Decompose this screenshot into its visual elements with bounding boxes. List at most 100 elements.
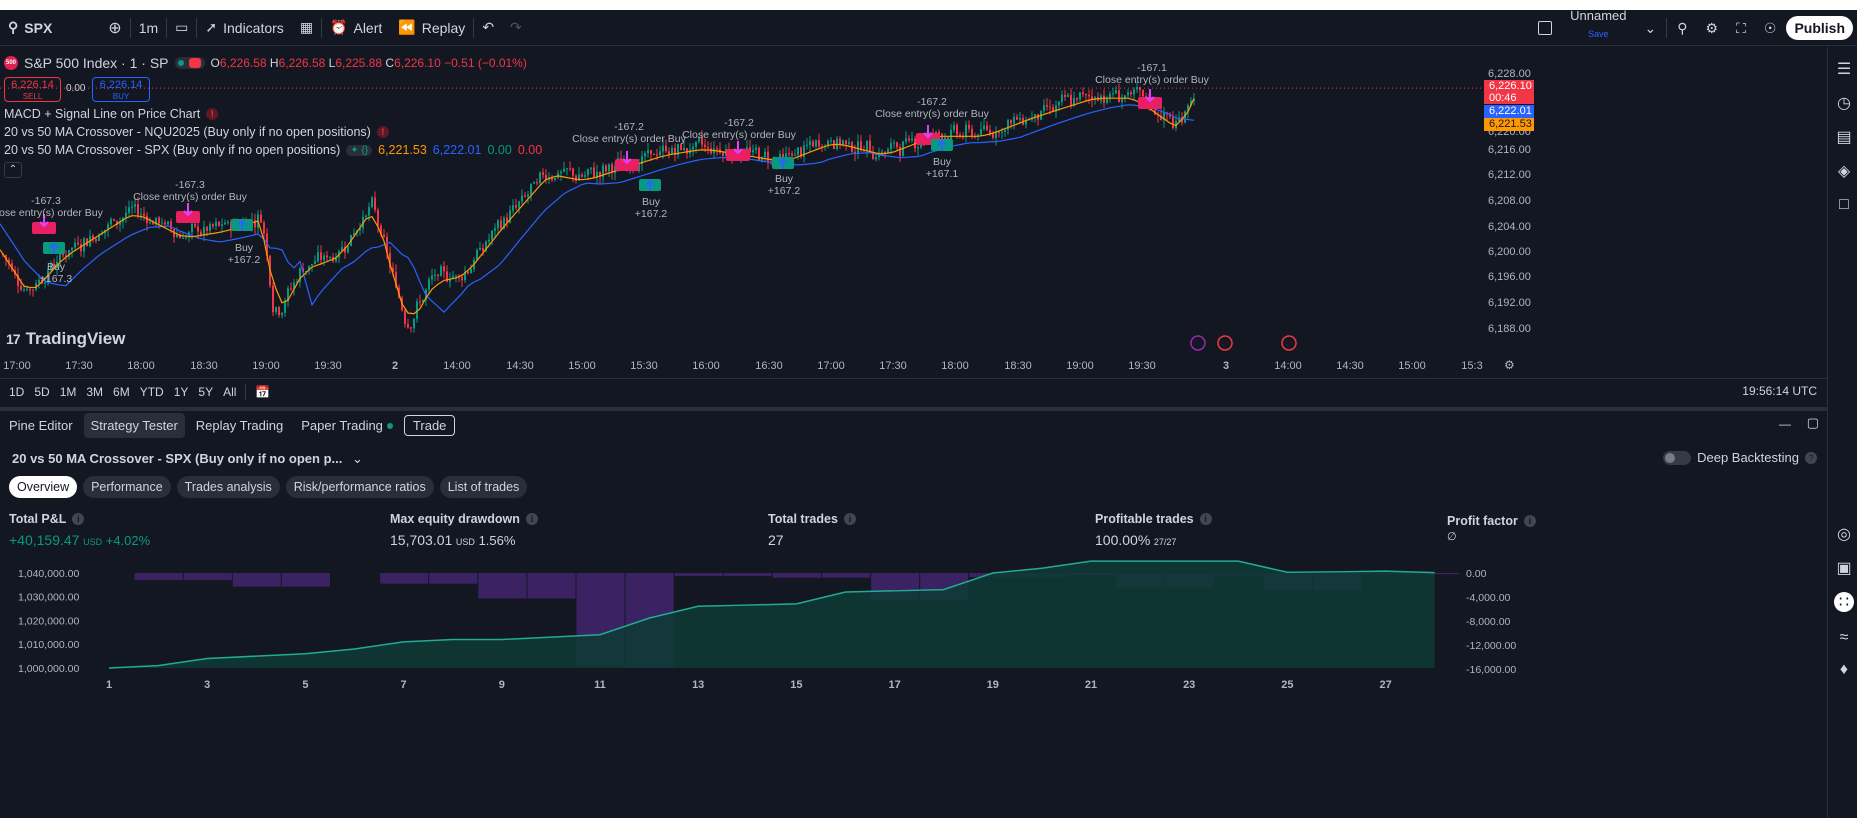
symbol-search[interactable]: ⚲ SPX	[0, 10, 60, 46]
tab-pine-editor[interactable]: Pine Editor	[9, 417, 73, 433]
range-6m[interactable]: 6M	[113, 384, 130, 399]
indicator-legend-macd[interactable]: MACD + Signal Line on Price Chart !	[4, 107, 219, 121]
target-icon[interactable]: ◎	[1837, 526, 1851, 543]
redo-button[interactable]: ↷	[502, 10, 530, 46]
undo-button[interactable]: ↶	[474, 10, 502, 46]
time-axis-label: 19:00	[252, 360, 280, 372]
indicators-button[interactable]: ➚ Indicators	[197, 10, 291, 46]
warning-icon[interactable]: !	[376, 126, 389, 138]
calendar-icon[interactable]: ▣	[1836, 560, 1852, 577]
compare-button[interactable]: ⊕	[100, 10, 129, 46]
exit-arrow-icon	[733, 141, 743, 155]
equity-chart[interactable]: 1,040,000.00 1,030,000.00 1,020,000.00 1,01…	[0, 550, 1540, 690]
layers-icon[interactable]: ◈	[1837, 163, 1851, 180]
range-1y[interactable]: 1Y	[173, 384, 189, 399]
alert-button[interactable]: ⏰ Alert	[322, 10, 390, 46]
price-axis-label: 6,192.00	[1488, 297, 1531, 309]
range-bar: 1D 5D 1M 3M 6M YTD 1Y 5Y All 📅 19:56:14 …	[0, 378, 1827, 404]
indicator-legend-spx[interactable]: 20 vs 50 MA Crossover - SPX (Buy only if…	[4, 143, 542, 157]
subtab-trades-analysis[interactable]: Trades analysis	[176, 476, 280, 498]
candle-body	[611, 164, 613, 173]
trade-annotation: -167.2 Close entry(s) order Buy	[875, 96, 989, 120]
candle-body	[284, 301, 286, 313]
info-icon[interactable]: i	[72, 513, 85, 525]
sell-marker	[726, 149, 750, 161]
time-axis-label: 3	[1222, 360, 1230, 372]
buy-button[interactable]: 6,226.14 BUY	[92, 77, 150, 102]
metric-total-trades: Total trades i 27	[768, 512, 856, 548]
chat-icon[interactable]: □	[1839, 196, 1849, 213]
candle-body	[371, 197, 373, 208]
notifications-bell-icon[interactable]: ♦	[1839, 661, 1849, 678]
time-axis-settings-icon[interactable]: ⚙	[1504, 358, 1515, 372]
sell-button[interactable]: 6,226.14 SELL	[4, 77, 61, 102]
publish-button[interactable]: Publish	[1786, 16, 1853, 40]
info-icon[interactable]: i	[843, 513, 856, 525]
candle-body	[287, 288, 289, 302]
templates-button[interactable]: ▦	[292, 10, 321, 46]
candle-body	[335, 257, 337, 262]
x-axis-label: 23	[1183, 679, 1195, 690]
settings-button[interactable]: ⚙	[1698, 10, 1727, 46]
news-icon[interactable]: ▤	[1836, 129, 1852, 146]
layout-dropdown[interactable]: ⌄	[1637, 10, 1665, 46]
range-1m[interactable]: 1M	[59, 384, 77, 399]
tab-replay-trading[interactable]: Replay Trading	[195, 417, 284, 433]
info-icon[interactable]: i	[525, 513, 538, 525]
replay-button[interactable]: ⏪ Replay	[390, 10, 473, 46]
candle-body	[593, 167, 595, 178]
indicator-legend-nq[interactable]: 20 vs 50 MA Crossover - NQU2025 (Buy onl…	[4, 125, 389, 139]
tab-strategy-tester[interactable]: Strategy Tester	[83, 412, 185, 438]
candle-body	[1073, 97, 1075, 106]
subtab-performance[interactable]: Performance	[83, 476, 171, 498]
divider	[129, 17, 131, 38]
help-icon[interactable]: ?	[1805, 451, 1817, 464]
range-3m[interactable]: 3M	[86, 384, 104, 399]
candle-body	[1025, 120, 1027, 125]
time-axis-label: 18:00	[941, 360, 969, 372]
snapshot-button[interactable]: ☉	[1756, 10, 1785, 46]
candle-body	[476, 249, 478, 260]
sell-price: 6,226.14	[11, 79, 54, 91]
minimize-panel-icon[interactable]: —	[1779, 417, 1791, 431]
layout-button[interactable]	[1530, 10, 1560, 46]
watchlist-icon[interactable]: ☰	[1836, 61, 1852, 78]
deep-backtesting-toggle[interactable]	[1663, 450, 1692, 465]
strategy-selector[interactable]: 20 vs 50 MA Crossover - SPX (Buy only if…	[12, 451, 363, 467]
candle-body	[395, 271, 397, 288]
range-ytd[interactable]: YTD	[139, 384, 164, 399]
info-icon[interactable]: i	[1523, 515, 1536, 527]
candle-body	[374, 197, 376, 211]
subtab-overview[interactable]: Overview	[9, 476, 78, 498]
exit-arrow-icon	[923, 125, 933, 139]
subtab-list-of-trades[interactable]: List of trades	[439, 476, 528, 498]
range-all[interactable]: All	[223, 384, 237, 399]
range-5y[interactable]: 5Y	[198, 384, 214, 399]
go-to-date-button[interactable]: 📅	[250, 385, 275, 399]
price-chart-canvas[interactable]	[0, 47, 1827, 402]
candle-body	[491, 230, 493, 240]
warning-icon[interactable]: !	[206, 108, 219, 120]
tab-paper-trading[interactable]: Paper Trading	[294, 413, 400, 438]
alerts-clock-icon[interactable]: ◷	[1837, 95, 1851, 112]
candle-body	[392, 267, 394, 272]
quick-search-button[interactable]: ⚲	[1669, 10, 1695, 46]
interval-button[interactable]: 1m	[138, 19, 159, 36]
timezone-clock[interactable]: 19:56:14 UTC	[1742, 384, 1817, 398]
chart-pane[interactable]: 500 S&P 500 Index · 1 · SP O6,226.58 H6,…	[0, 47, 1827, 402]
subtab-risk-ratios[interactable]: Risk/performance ratios	[285, 476, 434, 498]
symbol-title[interactable]: S&P 500 Index · 1 · SP	[24, 55, 169, 71]
collapse-legend-button[interactable]: ⌃	[4, 162, 22, 178]
strategy-icon[interactable]: ✦ {}	[346, 144, 373, 156]
tradingview-logo[interactable]: 17 TradingView	[6, 329, 125, 349]
layout-name[interactable]: Unnamed Save	[1562, 10, 1634, 46]
signal-icon[interactable]: ≈	[1839, 629, 1849, 646]
maximize-panel-icon[interactable]: ▢	[1806, 415, 1819, 430]
range-5d[interactable]: 5D	[34, 384, 50, 399]
apps-grid-icon[interactable]: ∷	[1834, 592, 1854, 612]
info-icon[interactable]: i	[1199, 513, 1212, 525]
chart-type-button[interactable]: ▭	[167, 10, 196, 46]
range-1d[interactable]: 1D	[9, 384, 25, 399]
fullscreen-button[interactable]: ⛶	[1728, 10, 1754, 46]
trade-button[interactable]: Trade	[403, 414, 456, 436]
